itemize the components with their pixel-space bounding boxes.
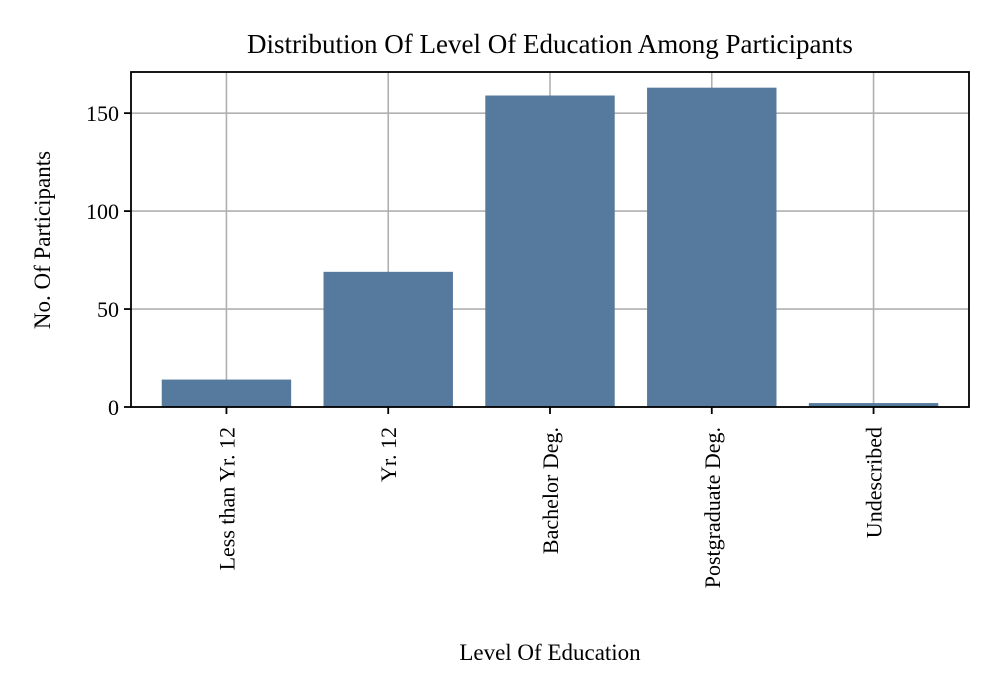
tick-labels: 0 50 100 150 Less than Yr. 12 Yr. 12 Bachelor …	[86, 101, 887, 588]
bar	[161, 379, 292, 407]
y-tick-label: 0	[108, 395, 119, 420]
chart-title: Distribution Of Level Of Education Among…	[247, 29, 853, 59]
x-axis-label: Level Of Education	[459, 640, 641, 665]
y-tick-label: 150	[86, 101, 119, 126]
bar	[808, 403, 939, 407]
bar	[647, 87, 777, 407]
axis-ticks	[124, 112, 875, 414]
x-tick-label: Less than Yr. 12	[214, 427, 239, 570]
x-tick-label: Undescribed	[862, 427, 887, 538]
x-tick-label: Bachelor Deg.	[538, 427, 563, 554]
y-tick-label: 100	[86, 199, 119, 224]
bars	[161, 87, 939, 407]
bar	[485, 95, 615, 407]
y-tick-label: 50	[97, 297, 119, 322]
x-tick-label: Yr. 12	[376, 427, 401, 482]
x-tick-label: Postgraduate Deg.	[700, 427, 725, 588]
y-axis-label: No. Of Participants	[30, 151, 55, 329]
bar	[323, 271, 453, 407]
